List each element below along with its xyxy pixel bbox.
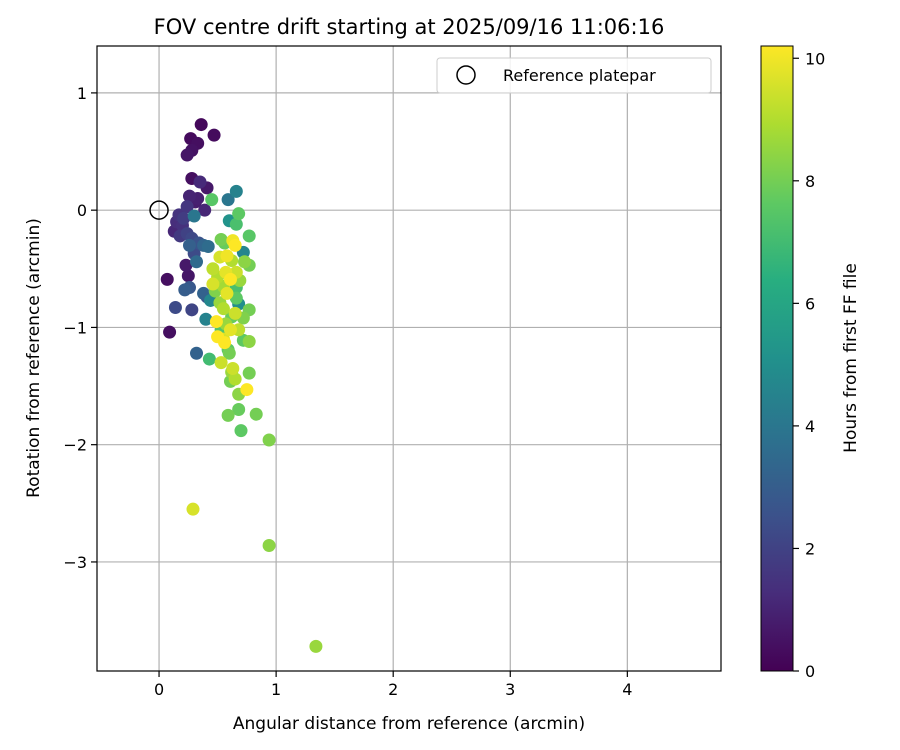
data-point	[182, 189, 196, 203]
data-point	[180, 200, 194, 214]
data-point	[221, 408, 235, 422]
y-tick-label: −3	[63, 553, 87, 572]
data-point	[220, 286, 234, 300]
data-point	[226, 361, 240, 375]
legend-box	[436, 57, 712, 94]
legend: Reference platepar	[436, 57, 712, 94]
colorbar-tick-label: 6	[805, 294, 815, 313]
x-axis-label: Angular distance from reference (arcmin)	[233, 714, 585, 734]
data-point	[229, 217, 243, 231]
colorbar-tick-label: 10	[805, 49, 825, 68]
x-tick-label: 4	[622, 680, 632, 699]
colorbar-tick-label: 2	[805, 539, 815, 558]
data-point	[221, 193, 235, 207]
x-tick-label: 2	[388, 680, 398, 699]
data-point	[202, 352, 216, 366]
y-tick-label: 0	[77, 201, 87, 220]
data-point	[190, 255, 204, 269]
data-point	[223, 323, 237, 337]
plot-frame	[96, 45, 722, 672]
data-point	[177, 211, 191, 225]
data-point	[182, 238, 196, 252]
data-point	[240, 383, 254, 397]
data-point	[218, 336, 232, 350]
data-point	[185, 303, 199, 317]
y-axis-label: Rotation from reference (arcmin)	[24, 218, 44, 498]
data-point	[242, 334, 256, 348]
data-point	[262, 539, 276, 553]
data-point	[209, 315, 223, 329]
data-point	[206, 262, 220, 276]
y-tick-label: 1	[77, 84, 87, 103]
data-point	[223, 272, 237, 286]
data-point	[193, 175, 207, 189]
data-point	[309, 639, 323, 653]
data-point	[232, 207, 246, 221]
data-point	[249, 407, 263, 421]
legend-marker-open-circle	[456, 65, 476, 85]
colorbar-tick-label: 0	[805, 662, 815, 681]
colorbar-gradient	[760, 45, 794, 672]
colorbar-tick-label: 8	[805, 172, 815, 191]
data-point	[232, 403, 246, 417]
data-point	[198, 203, 212, 217]
data-point	[206, 277, 220, 291]
data-point	[242, 366, 256, 380]
data-point	[190, 346, 204, 360]
data-point	[178, 283, 192, 297]
data-points	[160, 118, 323, 653]
data-point	[201, 240, 215, 254]
data-point	[222, 346, 236, 360]
data-point	[168, 300, 182, 314]
data-point	[186, 502, 200, 516]
colorbar: 0 2 4 6 8 10 Hours from first FF file	[760, 45, 861, 681]
data-point	[214, 232, 228, 246]
data-point	[262, 433, 276, 447]
legend-label: Reference platepar	[503, 66, 656, 85]
chart-title: FOV centre drift starting at 2025/09/16 …	[154, 15, 665, 39]
data-point	[229, 184, 243, 198]
data-point	[160, 272, 174, 286]
x-axis-ticks: 0 1 2 3 4	[154, 671, 632, 699]
x-tick-label: 0	[154, 680, 164, 699]
data-point	[228, 238, 242, 252]
data-point	[238, 255, 252, 269]
data-point	[199, 312, 213, 326]
reference-platepar-marker	[149, 200, 169, 220]
y-tick-label: −1	[63, 318, 87, 337]
data-point	[179, 258, 193, 272]
data-point	[228, 306, 242, 320]
data-point	[194, 118, 208, 132]
data-point	[228, 372, 242, 386]
data-point	[234, 424, 248, 438]
data-point	[214, 356, 228, 370]
colorbar-label: Hours from first FF file	[841, 263, 861, 453]
data-point	[220, 249, 234, 263]
y-axis-ticks: 1 0 −1 −2 −3	[63, 84, 97, 572]
x-tick-label: 3	[505, 680, 515, 699]
data-point	[216, 302, 230, 316]
x-tick-label: 1	[271, 680, 281, 699]
data-point	[163, 325, 177, 339]
data-point	[207, 128, 221, 142]
colorbar-ticks: 0 2 4 6 8 10	[793, 49, 825, 681]
data-point	[187, 209, 201, 223]
colorbar-tick-label: 4	[805, 417, 815, 436]
y-tick-label: −2	[63, 436, 87, 455]
data-point	[180, 148, 194, 162]
data-point	[181, 269, 195, 283]
data-point	[242, 229, 256, 243]
data-point	[205, 193, 219, 207]
